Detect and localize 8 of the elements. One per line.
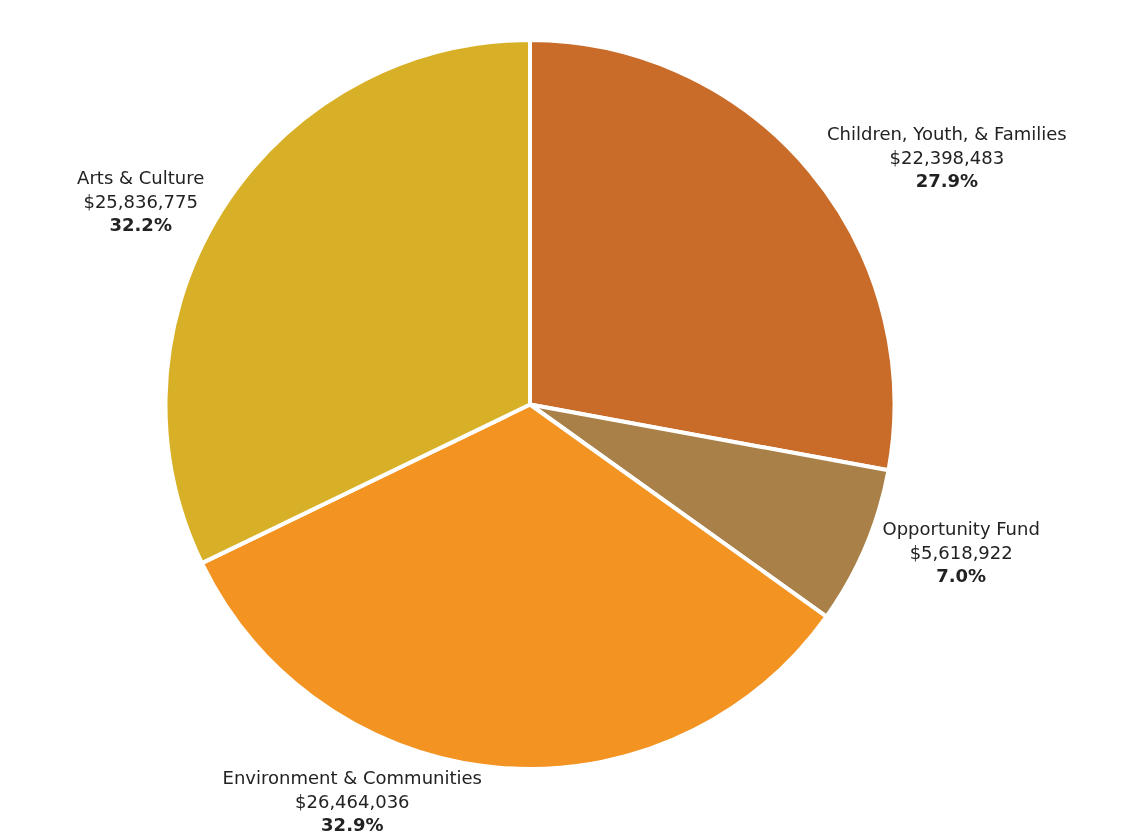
data-label: $5,618,922 7.0%	[909, 541, 1013, 586]
data-label: $22,398,483 27.9%	[889, 146, 1005, 192]
slice-label: Environment & Communities	[222, 767, 482, 789]
data-label: $26,464,036 32.9%	[295, 790, 410, 836]
slice-label: Arts & Culture	[77, 167, 205, 189]
slice-label: Opportunity Fund	[882, 518, 1040, 540]
data-label: $25,836,775 32.2%	[83, 190, 198, 236]
slice-label: Children, Youth, & Families	[826, 123, 1067, 145]
